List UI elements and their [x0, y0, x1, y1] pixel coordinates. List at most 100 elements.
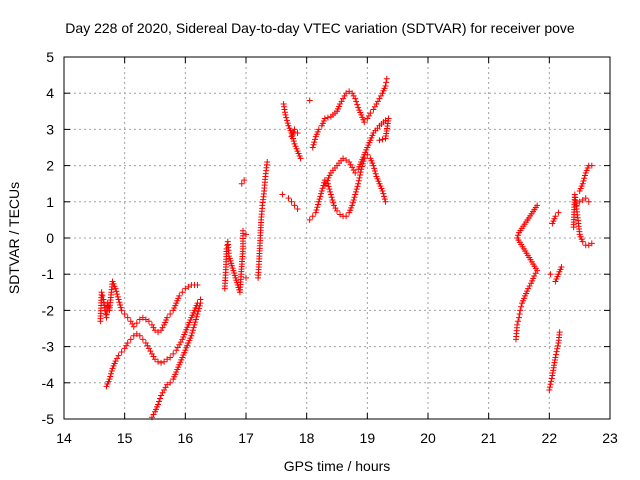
data-point [372, 170, 379, 177]
data-point [243, 231, 249, 238]
data-point [114, 293, 121, 300]
data-point [383, 75, 390, 82]
data-point [343, 157, 350, 164]
data-point [352, 95, 359, 102]
x-tick-label: 21 [481, 430, 497, 446]
data-point [294, 206, 301, 213]
data-point [361, 119, 368, 126]
data-point [162, 384, 169, 391]
data-point [127, 318, 134, 325]
y-tick-label: -4 [42, 375, 55, 391]
data-point [581, 172, 588, 179]
data-point [123, 342, 130, 349]
data-point [352, 188, 359, 195]
x-tick-label: 22 [542, 430, 558, 446]
y-tick-label: -3 [42, 339, 55, 355]
data-point [115, 352, 122, 359]
data-point [547, 381, 554, 388]
data-point [306, 97, 313, 104]
data-point [546, 387, 553, 394]
data-point [98, 289, 105, 296]
data-point [194, 282, 201, 289]
data-point [306, 216, 313, 223]
data-point [282, 111, 289, 118]
data-point [579, 180, 586, 187]
data-point [311, 139, 318, 146]
data-point [118, 349, 125, 356]
data-point [318, 190, 325, 197]
data-point [116, 299, 123, 306]
data-point [371, 103, 378, 110]
data-point [555, 209, 562, 216]
y-tick-label: 2 [46, 158, 54, 174]
data-point [152, 356, 158, 363]
data-point [188, 332, 195, 339]
data-point [117, 301, 124, 308]
data-point [346, 88, 353, 95]
data-point [121, 345, 128, 352]
data-point [197, 300, 204, 307]
data-point [164, 381, 171, 388]
data-point [556, 329, 563, 336]
data-point [367, 110, 374, 117]
data-point [326, 172, 333, 179]
data-point [380, 190, 387, 197]
data-point [174, 344, 181, 351]
data-point [124, 314, 131, 321]
data-point [330, 199, 337, 206]
data-point [114, 291, 121, 298]
data-point [117, 304, 124, 311]
data-point [192, 319, 199, 326]
data-point [173, 347, 180, 354]
data-point [340, 155, 347, 162]
data-point [374, 98, 381, 105]
data-point [352, 191, 359, 198]
data-point [526, 282, 533, 289]
data-point [164, 314, 171, 321]
data-point [129, 320, 136, 327]
data-point [283, 114, 290, 121]
data-point [194, 311, 201, 318]
data-point [379, 187, 386, 194]
data-point [515, 318, 522, 325]
data-point [161, 358, 168, 365]
data-point [133, 320, 140, 327]
data-point [329, 196, 336, 203]
data-point [136, 332, 143, 339]
y-tick-label: 0 [46, 230, 54, 246]
data-point [150, 324, 157, 331]
data-point [112, 285, 119, 292]
data-point [350, 167, 357, 174]
data-point [297, 155, 304, 162]
data-point [115, 296, 122, 303]
data-point [553, 348, 560, 355]
y-tick-label: 3 [46, 121, 54, 137]
data-point [579, 196, 586, 203]
data-point [582, 195, 589, 202]
data-point [534, 202, 541, 209]
data-point [159, 324, 166, 331]
data-point [133, 330, 140, 337]
data-point [167, 379, 174, 386]
data-point [383, 79, 390, 86]
data-point [107, 373, 114, 380]
data-point [585, 198, 592, 205]
x-tick-label: 15 [117, 430, 133, 446]
data-point [325, 183, 332, 190]
data-point [167, 354, 174, 361]
data-point [324, 114, 331, 121]
data-point [193, 313, 200, 320]
y-tick-label: -5 [42, 411, 55, 427]
data-point [195, 305, 202, 312]
data-point [376, 137, 383, 144]
data-point [588, 162, 595, 169]
data-point [323, 179, 330, 186]
data-point [514, 321, 521, 328]
data-point [554, 342, 561, 349]
data-point [579, 238, 586, 245]
data-point [152, 327, 158, 334]
data-point [337, 211, 344, 218]
data-point [379, 136, 386, 143]
